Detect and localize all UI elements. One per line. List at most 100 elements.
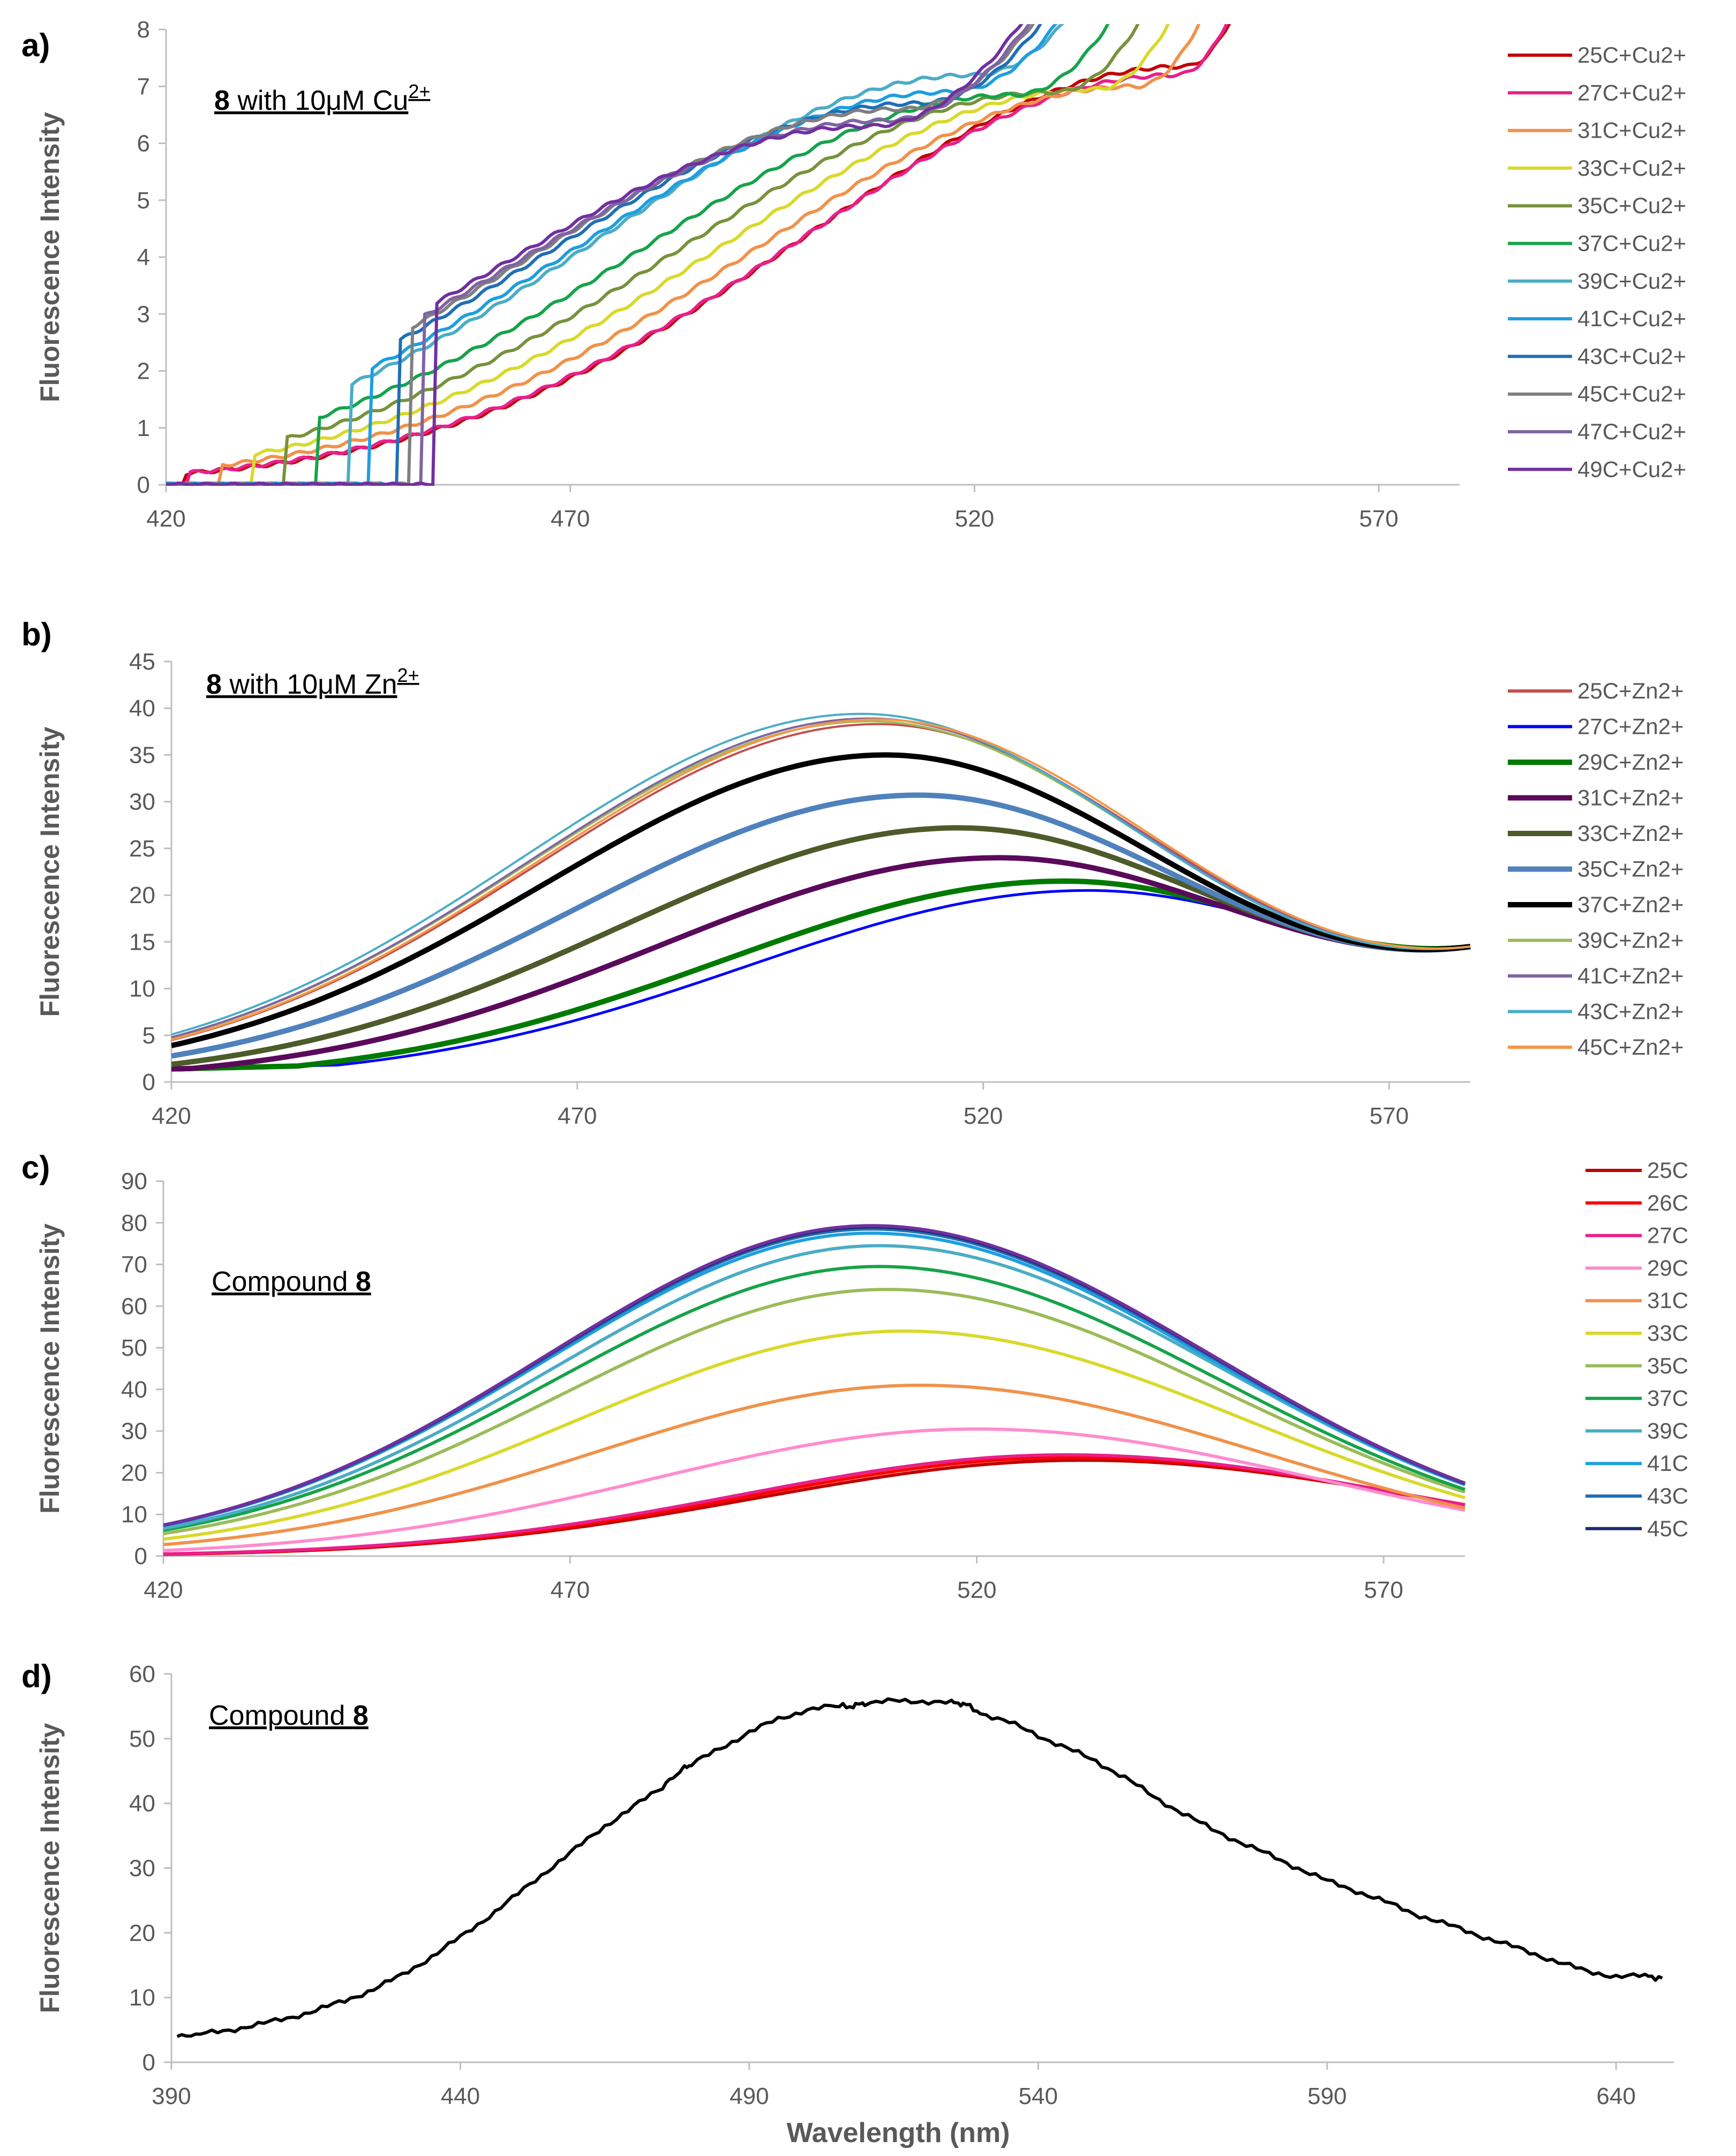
series-line-41c-cu2-: [166, 24, 1058, 486]
legend-label: 27C: [1647, 1223, 1688, 1248]
legend-label: 33C+Cu2+: [1577, 155, 1686, 181]
x-tick-label: 520: [957, 1577, 996, 1603]
series-line-43c-zn2-: [171, 712, 1471, 1036]
y-tick-label: 80: [121, 1210, 147, 1236]
legend-label: 26C: [1647, 1190, 1688, 1215]
legend-label: 43C: [1647, 1483, 1688, 1508]
legend-label: 39C+Zn2+: [1577, 928, 1684, 953]
series-line-31c: [163, 1384, 1466, 1546]
legend-label: 33C: [1647, 1320, 1688, 1346]
legend-label: 41C+Cu2+: [1577, 306, 1686, 331]
panel-label: b): [21, 617, 52, 652]
legend-label: 37C+Zn2+: [1577, 892, 1684, 917]
series-line-unlabeled: [163, 1224, 1466, 1527]
x-tick-label: 420: [146, 506, 185, 532]
y-tick-label: 45: [129, 649, 155, 675]
y-tick-label: 20: [121, 1460, 147, 1486]
y-tick-label: 15: [129, 929, 155, 955]
y-tick-label: 8: [137, 17, 150, 43]
legend-label: 25C+Zn2+: [1577, 678, 1684, 703]
x-tick-label: 570: [1364, 1577, 1403, 1603]
series-line-37c: [163, 1265, 1466, 1532]
legend-label: 43C+Cu2+: [1577, 343, 1686, 369]
series-line-25c-zn2-: [171, 723, 1471, 1041]
panel-c-chart: c) 0 10 20 30 40 50 60 70 80 90 420 470 520 570 Fluores…: [21, 1150, 1688, 1603]
y-tick-label: 30: [129, 1855, 155, 1882]
legend-label: 29C+Zn2+: [1577, 749, 1684, 775]
x-tick-label: 570: [1370, 1103, 1409, 1129]
y-tick-label: 70: [121, 1252, 147, 1278]
legend-label: 33C+Zn2+: [1577, 821, 1684, 846]
y-tick-label: 7: [137, 73, 150, 100]
legend-label: 29C: [1647, 1255, 1688, 1280]
series-line-27c-cu2-: [166, 24, 1228, 486]
series-line-39c-cu2-: [166, 24, 1065, 486]
legend-label: 31C+Zn2+: [1577, 785, 1684, 810]
chart-annotation: 8 with 10μM Zn2+: [206, 664, 419, 700]
legend-label: 45C+Cu2+: [1577, 381, 1686, 407]
y-tick-label: 0: [134, 1543, 147, 1569]
x-tick-label: 470: [551, 1577, 590, 1603]
legend-label: 43C+Zn2+: [1577, 999, 1684, 1024]
y-tick-label: 4: [137, 244, 150, 271]
legend-label: 25C+Cu2+: [1577, 42, 1686, 67]
panel-label: a): [21, 27, 50, 63]
y-tick-label: 2: [137, 358, 150, 385]
legend-label: 49C+Cu2+: [1577, 456, 1686, 482]
y-tick-label: 90: [121, 1168, 147, 1195]
legend-label: 31C+Cu2+: [1577, 118, 1686, 143]
y-tick-label: 35: [129, 742, 155, 768]
y-tick-label: 10: [129, 1985, 155, 2011]
x-tick-label: 520: [964, 1103, 1003, 1129]
legend-label: 47C+Cu2+: [1577, 419, 1686, 444]
legend-label: 35C: [1647, 1353, 1688, 1378]
series-line-29c: [163, 1427, 1466, 1552]
panel-a-chart: a) 0 1 2 3 4 5 6 7 8 420 470 520 570 Fluorescence Inte…: [21, 17, 1686, 532]
y-tick-label: 40: [121, 1377, 147, 1403]
y-tick-label: 5: [137, 187, 150, 214]
legend-label: 25C: [1647, 1158, 1688, 1183]
legend-label: 37C: [1647, 1386, 1688, 1411]
x-tick-label: 470: [551, 506, 590, 532]
y-tick-label: 0: [137, 472, 150, 498]
y-axis-title: Fluorescence Intensity: [35, 1223, 65, 1514]
y-tick-label: 3: [137, 301, 150, 327]
series-line-35c-cu2-: [166, 24, 1140, 486]
y-tick-label: 10: [121, 1501, 147, 1528]
legend-label: 45C: [1647, 1516, 1688, 1541]
legend-label: 31C: [1647, 1288, 1688, 1313]
x-tick-label: 420: [152, 1103, 191, 1129]
legend-label: 35C+Cu2+: [1577, 193, 1686, 218]
y-tick-label: 6: [137, 131, 150, 157]
x-tick-label: 520: [955, 506, 994, 532]
y-tick-label: 50: [121, 1335, 147, 1361]
x-tick-label: 390: [152, 2083, 191, 2109]
y-tick-label: 0: [142, 2049, 155, 2076]
chart-annotation: Compound 8: [209, 1700, 369, 1731]
y-tick-label: 25: [129, 836, 155, 862]
series-line-39c: [163, 1244, 1466, 1530]
x-tick-label: 640: [1596, 2083, 1635, 2109]
x-tick-label: 490: [730, 2083, 769, 2109]
x-axis-title: Wavelength (nm): [787, 2117, 1010, 2149]
series-line-33c-cu2-: [166, 24, 1170, 486]
x-tick-label: 440: [441, 2083, 480, 2109]
x-tick-label: 590: [1307, 2083, 1347, 2109]
y-tick-label: 5: [142, 1023, 155, 1049]
series-line-35c-zn2-: [171, 792, 1471, 1059]
series-line-33c: [163, 1329, 1466, 1541]
y-tick-label: 40: [129, 1791, 155, 1817]
chart-annotation: Compound 8: [212, 1266, 371, 1297]
panel-label: d): [21, 1658, 52, 1694]
chart-annotation: 8 with 10μM Cu2+: [214, 80, 430, 116]
x-tick-label: 540: [1019, 2083, 1058, 2109]
panel-b-chart: b) 0 5 10 15 20 25 30 35 40 45 420 470 520 570 Fluoresc…: [21, 617, 1684, 1129]
series-line-37c-cu2-: [166, 24, 1110, 486]
y-tick-label: 20: [129, 1920, 155, 1946]
series-line-compound-8: [176, 1697, 1663, 2038]
series-line-45c-zn2-: [171, 718, 1471, 1041]
y-tick-label: 1: [137, 415, 150, 441]
y-tick-label: 0: [142, 1069, 155, 1095]
y-tick-label: 60: [121, 1293, 147, 1319]
